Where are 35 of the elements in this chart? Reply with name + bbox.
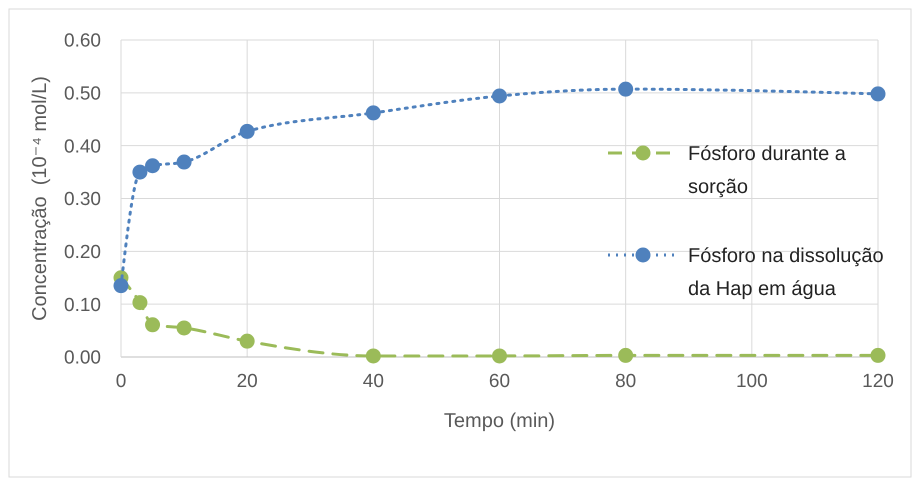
y-tick-label: 0.00 <box>64 348 101 369</box>
x-axis-title: Tempo (min) <box>444 410 556 432</box>
point <box>132 164 148 180</box>
y-axis-title: Concentração (10⁻⁴ mol/L) <box>29 76 51 321</box>
point <box>870 86 886 102</box>
y-tick-label: 0.60 <box>64 30 101 52</box>
point <box>176 320 192 336</box>
point <box>870 348 886 363</box>
x-tick-label: 40 <box>362 371 384 392</box>
point <box>132 295 148 310</box>
point <box>114 278 128 294</box>
point <box>145 317 160 332</box>
point <box>176 154 192 170</box>
x-tick-label: 80 <box>615 371 636 392</box>
y-tick-label: 0.30 <box>64 189 101 210</box>
point <box>240 334 255 349</box>
x-tick-label: 100 <box>736 371 768 392</box>
x-tick-label: 60 <box>488 371 510 392</box>
point <box>366 105 381 120</box>
point <box>240 124 255 139</box>
y-tick-label: 0.50 <box>64 83 101 104</box>
legend-label: Fósforo durante a sorção <box>688 143 847 198</box>
y-tick-label: 0.20 <box>64 242 101 263</box>
x-tick-label: 120 <box>862 371 894 392</box>
point <box>618 82 634 97</box>
x-tick-label: 0 <box>116 371 126 392</box>
point <box>618 348 634 363</box>
x-tick-label: 20 <box>236 371 258 392</box>
y-tick-label: 0.10 <box>64 294 101 316</box>
point <box>366 348 381 364</box>
point <box>492 88 507 104</box>
legend-label: Fósforo na dissolução da Hap em água <box>688 245 884 300</box>
point <box>492 348 507 364</box>
point <box>145 158 160 174</box>
y-tick-label: 0.40 <box>64 136 101 158</box>
